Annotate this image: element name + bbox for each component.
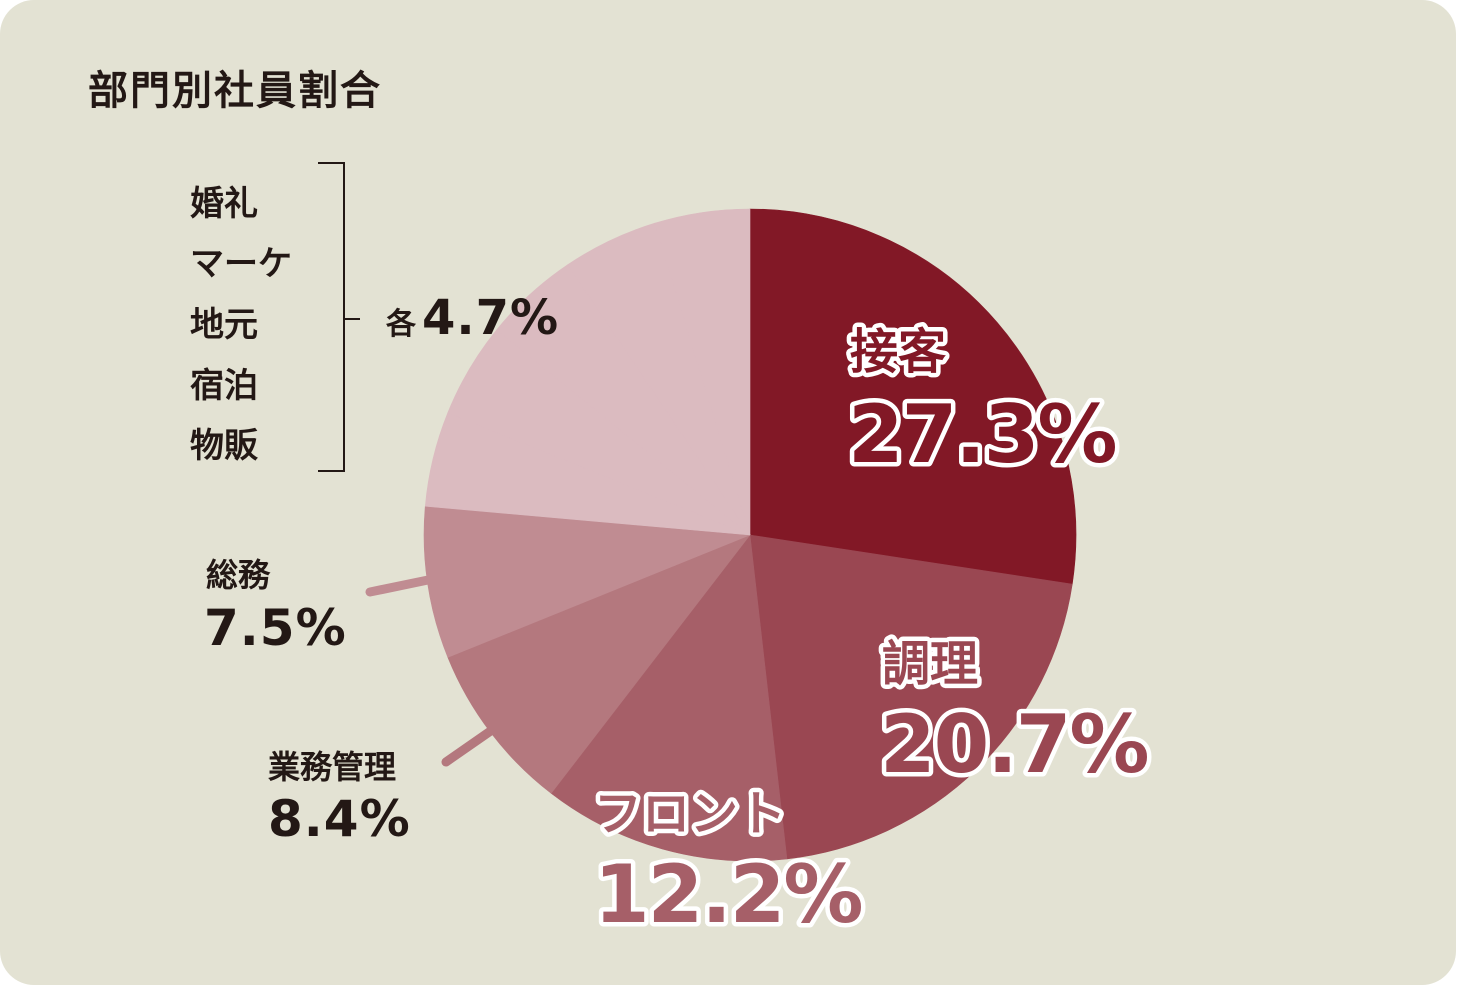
slice-label-value-3: 8.4% bbox=[268, 790, 411, 848]
pie-slice-2 bbox=[550, 534, 788, 862]
group-label-value: 4.7% bbox=[422, 290, 559, 346]
pie-slice-1 bbox=[749, 534, 1073, 860]
slice-label-value-4: 7.5% bbox=[204, 599, 347, 657]
group-member-2: 地元 bbox=[190, 305, 258, 345]
group-member-4: 物販 bbox=[190, 426, 258, 466]
chart-title: 部門別社員割合 bbox=[88, 68, 382, 114]
leader-line-soumu bbox=[365, 575, 433, 597]
group-member-1: マーケ bbox=[190, 244, 292, 284]
pie-slice-9 bbox=[654, 208, 751, 536]
group-label-prefix: 各 bbox=[385, 307, 417, 342]
slice-label-value-1: 20.7% bbox=[880, 698, 1148, 791]
pie-slice-0 bbox=[749, 208, 1077, 585]
slice-label-name-4: 総務 bbox=[206, 556, 271, 594]
group-bracket bbox=[318, 162, 360, 472]
slice-label-name-3: 業務管理 bbox=[268, 748, 396, 786]
slice-label-value-0: 27.3% bbox=[848, 388, 1116, 481]
slice-label-name-1: 調理 bbox=[882, 636, 978, 692]
leader-line-gyomu bbox=[441, 725, 497, 767]
group-member-3: 宿泊 bbox=[190, 366, 258, 406]
slice-label-name-0: 接客 bbox=[850, 324, 946, 380]
slice-label-value-2: 12.2% bbox=[594, 848, 862, 941]
group-member-0: 婚礼 bbox=[190, 184, 258, 224]
slice-label-name-2: フロント bbox=[594, 786, 786, 842]
